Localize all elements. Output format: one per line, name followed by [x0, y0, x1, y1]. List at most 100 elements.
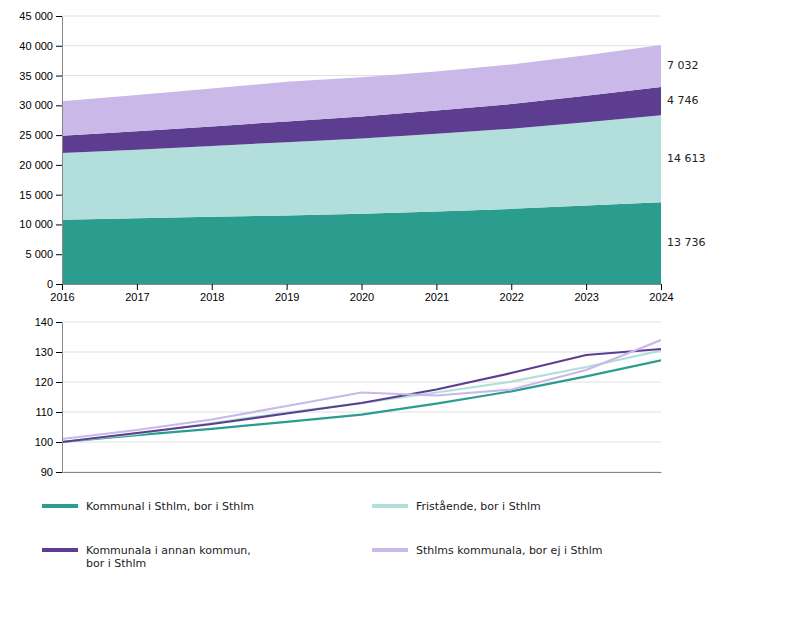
legend: Kommunal i Sthlm, bor i Sthlm Fristående,…	[42, 500, 603, 570]
tick-mark	[56, 105, 62, 106]
tick-mark	[56, 46, 62, 47]
legend-swatch	[42, 548, 78, 552]
x-axis	[63, 472, 662, 473]
y-axis: 90 100 110 120 130 140	[35, 316, 63, 478]
tick-label: 140	[35, 316, 53, 328]
tick-label: 20 000	[19, 159, 53, 171]
tick: 40 000	[19, 40, 62, 52]
tick: 25 000	[19, 129, 62, 141]
axis-line	[62, 323, 63, 473]
tick-mark	[62, 284, 63, 290]
tick: 2021	[425, 284, 449, 303]
tick-label: 2019	[275, 291, 299, 303]
tick: 130	[35, 346, 62, 358]
annotation: 13 736	[667, 236, 706, 249]
tick: 2022	[500, 284, 524, 303]
tick-mark	[56, 352, 62, 353]
tick-mark	[56, 442, 62, 443]
tick-mark	[56, 322, 62, 323]
legend-swatch	[42, 504, 78, 508]
grid-line	[62, 382, 661, 383]
legend-item: Sthlms kommunala, bor ej i Sthlm	[372, 544, 603, 557]
tick: 2023	[574, 284, 598, 303]
chart-root: 2016 2017 2018 2019 2020 2021 2022 2023 2024 0 5 0…	[0, 0, 801, 637]
tick-mark	[56, 254, 62, 255]
tick-label: 2024	[649, 291, 673, 303]
tick-mark	[56, 284, 62, 285]
grid-line	[62, 412, 661, 413]
annotations: 13 736 14 613 4 746 7 032	[667, 59, 706, 249]
tick: 2020	[350, 284, 374, 303]
annotation: 4 746	[667, 94, 699, 107]
tick: 20 000	[19, 159, 62, 171]
tick-label: 2016	[50, 291, 74, 303]
tick-label: 35 000	[19, 70, 53, 82]
tick: 10 000	[19, 218, 62, 230]
tick: 2019	[275, 284, 299, 303]
tick-label: 2022	[500, 291, 524, 303]
tick-label: 120	[35, 376, 53, 388]
tick-mark	[212, 284, 213, 290]
tick-mark	[56, 16, 62, 17]
tick-mark	[56, 412, 62, 413]
grid-line	[62, 16, 661, 17]
tick-label: 30 000	[19, 99, 53, 111]
tick-mark	[362, 284, 363, 290]
grid-line	[62, 45, 661, 46]
tick-mark	[287, 284, 288, 290]
areas	[62, 45, 661, 284]
legend-swatch	[372, 548, 408, 552]
grid-line	[62, 322, 661, 323]
tick: 0	[47, 278, 62, 290]
tick: 35 000	[19, 70, 62, 82]
tick: 120	[35, 376, 62, 388]
tick: 45 000	[19, 10, 62, 22]
tick-mark	[56, 382, 62, 383]
legend-label: Kommunal i Sthlm, bor i Sthlm	[86, 500, 254, 513]
tick: 15 000	[19, 189, 62, 201]
tick-label: 100	[35, 436, 53, 448]
legend-item: Kommunal i Sthlm, bor i Sthlm	[42, 500, 254, 513]
axis-line	[63, 472, 662, 473]
annotation: 7 032	[667, 59, 699, 72]
area-chart: 2016 2017 2018 2019 2020 2021 2022 2023 2024 0 5 0…	[19, 10, 705, 303]
tick: 140	[35, 316, 62, 328]
annotation: 14 613	[667, 152, 706, 165]
y-axis: 0 5 000 10 000 15 000 20 000 25 000 30 000 35 0…	[19, 10, 62, 290]
tick-label: 10 000	[19, 218, 53, 230]
tick: 30 000	[19, 99, 62, 111]
tick-label: 2017	[125, 291, 149, 303]
tick-mark	[511, 284, 512, 290]
x-axis: 2016 2017 2018 2019 2020 2021 2022 2023 2024	[50, 284, 673, 303]
tick-label: 45 000	[19, 10, 53, 22]
tick-mark	[56, 135, 62, 136]
tick-mark	[56, 472, 62, 473]
tick-label: 40 000	[19, 40, 53, 52]
tick-label: 2020	[350, 291, 374, 303]
tick: 2024	[649, 284, 673, 303]
area	[62, 45, 661, 136]
tick-mark	[661, 284, 662, 290]
grid-line	[62, 472, 661, 473]
tick: 110	[35, 406, 62, 418]
line-chart: 90 100 110 120 130 140	[35, 316, 662, 478]
lines	[62, 340, 661, 442]
grid	[62, 322, 661, 472]
tick: 2018	[200, 284, 224, 303]
grid	[62, 16, 661, 284]
tick-label: 25 000	[19, 129, 53, 141]
tick-label: 15 000	[19, 189, 53, 201]
grid-line	[62, 442, 661, 443]
legend-swatch	[372, 504, 408, 508]
line	[62, 360, 661, 442]
tick-label: 5 000	[25, 248, 53, 260]
legend-label: Fristående, bor i Sthlm	[416, 500, 541, 513]
grid-line	[62, 352, 661, 353]
tick: 5 000	[25, 248, 62, 260]
tick-mark	[56, 195, 62, 196]
tick-label: 90	[41, 466, 53, 478]
tick-mark	[56, 165, 62, 166]
line	[62, 340, 661, 439]
tick-mark	[56, 76, 62, 77]
legend-label: Kommunala i annan kommun,bor i Sthlm	[86, 544, 251, 570]
